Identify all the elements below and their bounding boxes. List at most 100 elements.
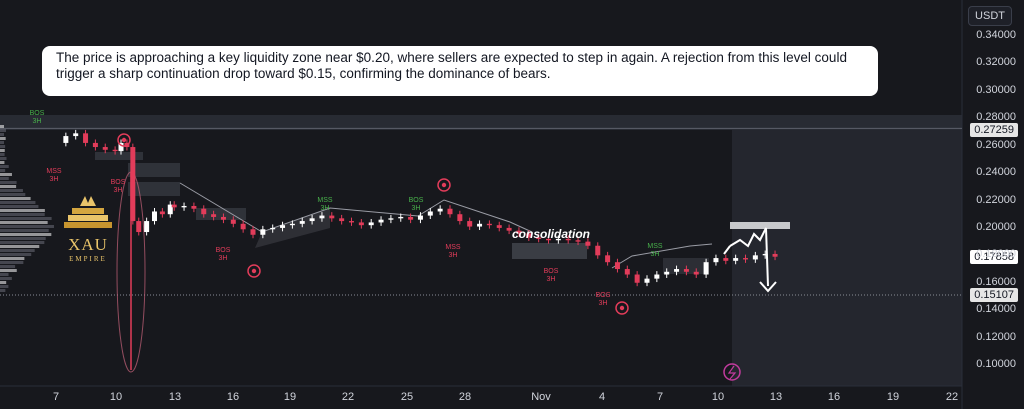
volume-profile-bar (0, 277, 12, 280)
volume-profile-bar (0, 261, 24, 264)
candle-body (408, 216, 414, 220)
bos-annotation: BOS 3H (215, 247, 231, 262)
candle-body (427, 211, 433, 216)
candle-body (398, 216, 404, 219)
volume-profile-bar (0, 177, 9, 180)
resistance-zone (0, 115, 962, 130)
consolidation-box (512, 243, 587, 259)
volume-profile-bar (0, 165, 9, 168)
time-tick-label: 10 (711, 391, 725, 403)
candle-body (595, 245, 601, 256)
candle-body (664, 271, 670, 275)
bos-annotation: BOS 3H (595, 292, 611, 307)
mss-annotation: MSS 3H (46, 168, 62, 183)
logo-line1: XAU (68, 235, 108, 254)
candle-body (250, 229, 256, 235)
candle-body (762, 253, 768, 256)
candle-body (457, 214, 463, 222)
projection-arrowhead (759, 281, 777, 293)
volume-profile-bar (0, 237, 46, 240)
candle-body (112, 149, 118, 152)
volume-profile-bar (0, 197, 31, 200)
candle-body (683, 269, 689, 272)
volume-profile-bar (0, 201, 36, 204)
time-tick-label: 4 (598, 391, 606, 403)
candle-body (159, 211, 165, 215)
candle-body (191, 205, 197, 209)
candle-body (644, 278, 650, 283)
supply-block (128, 163, 180, 177)
volume-profile-bar (0, 281, 7, 284)
time-tick-label: 25 (400, 391, 414, 403)
candle-body (743, 258, 748, 260)
time-tick-label: 22 (341, 391, 355, 403)
time-tick-label: 10 (109, 391, 123, 403)
candle-body (130, 147, 136, 222)
candle-body (118, 142, 124, 152)
candle-body (733, 258, 739, 261)
candle-body (201, 208, 207, 215)
candle-body (624, 269, 630, 275)
candle-body (144, 221, 150, 233)
xau-empire-logo: XAU EMPIRE (58, 192, 118, 263)
supply-block (95, 152, 143, 160)
volume-profile-bar (0, 269, 17, 272)
candle-body (417, 215, 423, 220)
volume-profile-bar (0, 257, 25, 260)
candle-body (378, 219, 384, 223)
candle-body (565, 238, 571, 241)
volume-profile-bar (0, 153, 5, 156)
candle-body (368, 222, 374, 226)
volume-profile-bar (0, 217, 52, 220)
current-price-badge: 0.17858 (970, 250, 1018, 264)
time-tick-label: 19 (283, 391, 297, 403)
candle-body (723, 258, 729, 261)
time-tick-label: 16 (827, 391, 841, 403)
candle-body (477, 223, 483, 227)
candle-body (703, 262, 709, 275)
candle-body (496, 225, 502, 228)
candle-body (270, 227, 276, 230)
volume-profile-bar (0, 157, 7, 160)
candle-body (516, 230, 522, 234)
candle-body (585, 241, 591, 246)
price-tick-label: 0.30000 (976, 83, 1016, 96)
time-tick-label: 22 (945, 391, 959, 403)
volume-profile-bar (0, 149, 5, 152)
currency-selector[interactable]: USDT (968, 6, 1012, 26)
volume-profile-bar (0, 133, 4, 136)
candle-body (575, 240, 581, 242)
candle-body (299, 221, 305, 224)
candle-body (752, 255, 758, 260)
mss-annotation: MSS 3H (445, 244, 461, 259)
volume-profile-bar (0, 161, 5, 164)
candle-body (230, 219, 236, 224)
candle-body (437, 208, 443, 212)
candle-body (102, 147, 108, 150)
time-tick-label: 13 (168, 391, 182, 403)
volume-profile-bar (0, 249, 35, 252)
candle-body (171, 204, 177, 208)
candle-body (152, 211, 157, 222)
candle-body (63, 136, 69, 143)
lightning-badge-icon (723, 363, 741, 381)
candle-body (486, 223, 492, 226)
candle-body (546, 238, 551, 241)
projection-zone (732, 130, 962, 386)
projection-path (729, 227, 769, 287)
volume-profile-bar (0, 245, 40, 248)
target-circle-icon (247, 264, 261, 278)
volume-profile-bar (0, 185, 17, 188)
price-tick-label: 0.32000 (976, 56, 1016, 69)
target-dot-icon (121, 137, 127, 143)
volume-profile-bar (0, 205, 39, 208)
candle-body (92, 142, 98, 148)
volume-profile-bar (0, 189, 23, 192)
volume-profile-bar (0, 229, 49, 232)
candle-body (388, 218, 394, 220)
time-tick-label: 7 (656, 391, 664, 403)
candle-body (349, 221, 354, 223)
volume-profile-bar (0, 125, 4, 128)
target-circle-icon (615, 301, 629, 315)
